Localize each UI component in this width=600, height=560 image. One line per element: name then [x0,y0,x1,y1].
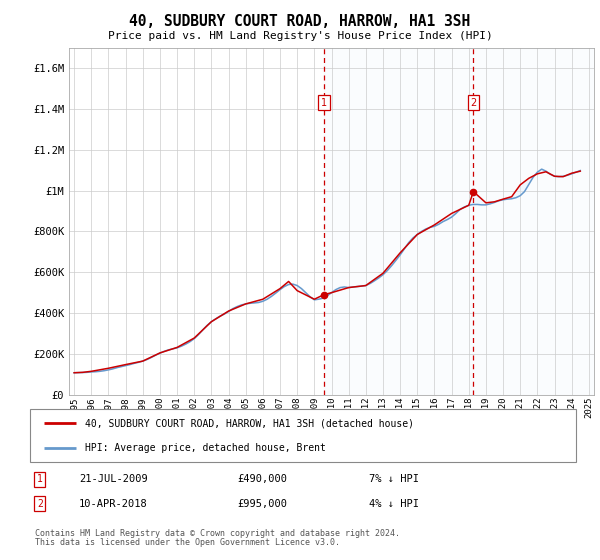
Text: 40, SUDBURY COURT ROAD, HARROW, HA1 3SH (detached house): 40, SUDBURY COURT ROAD, HARROW, HA1 3SH … [85,418,413,428]
Text: 21-JUL-2009: 21-JUL-2009 [79,474,148,484]
Text: This data is licensed under the Open Government Licence v3.0.: This data is licensed under the Open Gov… [35,538,340,547]
Text: 4% ↓ HPI: 4% ↓ HPI [368,499,419,509]
Text: £995,000: £995,000 [238,499,287,509]
Text: 10-APR-2018: 10-APR-2018 [79,499,148,509]
Text: HPI: Average price, detached house, Brent: HPI: Average price, detached house, Bren… [85,442,325,452]
Text: 2: 2 [37,499,43,509]
Text: 7% ↓ HPI: 7% ↓ HPI [368,474,419,484]
Text: 1: 1 [321,98,327,108]
Text: 1: 1 [37,474,43,484]
Text: 40, SUDBURY COURT ROAD, HARROW, HA1 3SH: 40, SUDBURY COURT ROAD, HARROW, HA1 3SH [130,14,470,29]
Text: £490,000: £490,000 [238,474,287,484]
Bar [324,48,598,395]
Text: Price paid vs. HM Land Registry's House Price Index (HPI): Price paid vs. HM Land Registry's House … [107,31,493,41]
FancyBboxPatch shape [30,409,576,462]
Text: 2: 2 [470,98,476,108]
Text: Contains HM Land Registry data © Crown copyright and database right 2024.: Contains HM Land Registry data © Crown c… [35,529,400,538]
